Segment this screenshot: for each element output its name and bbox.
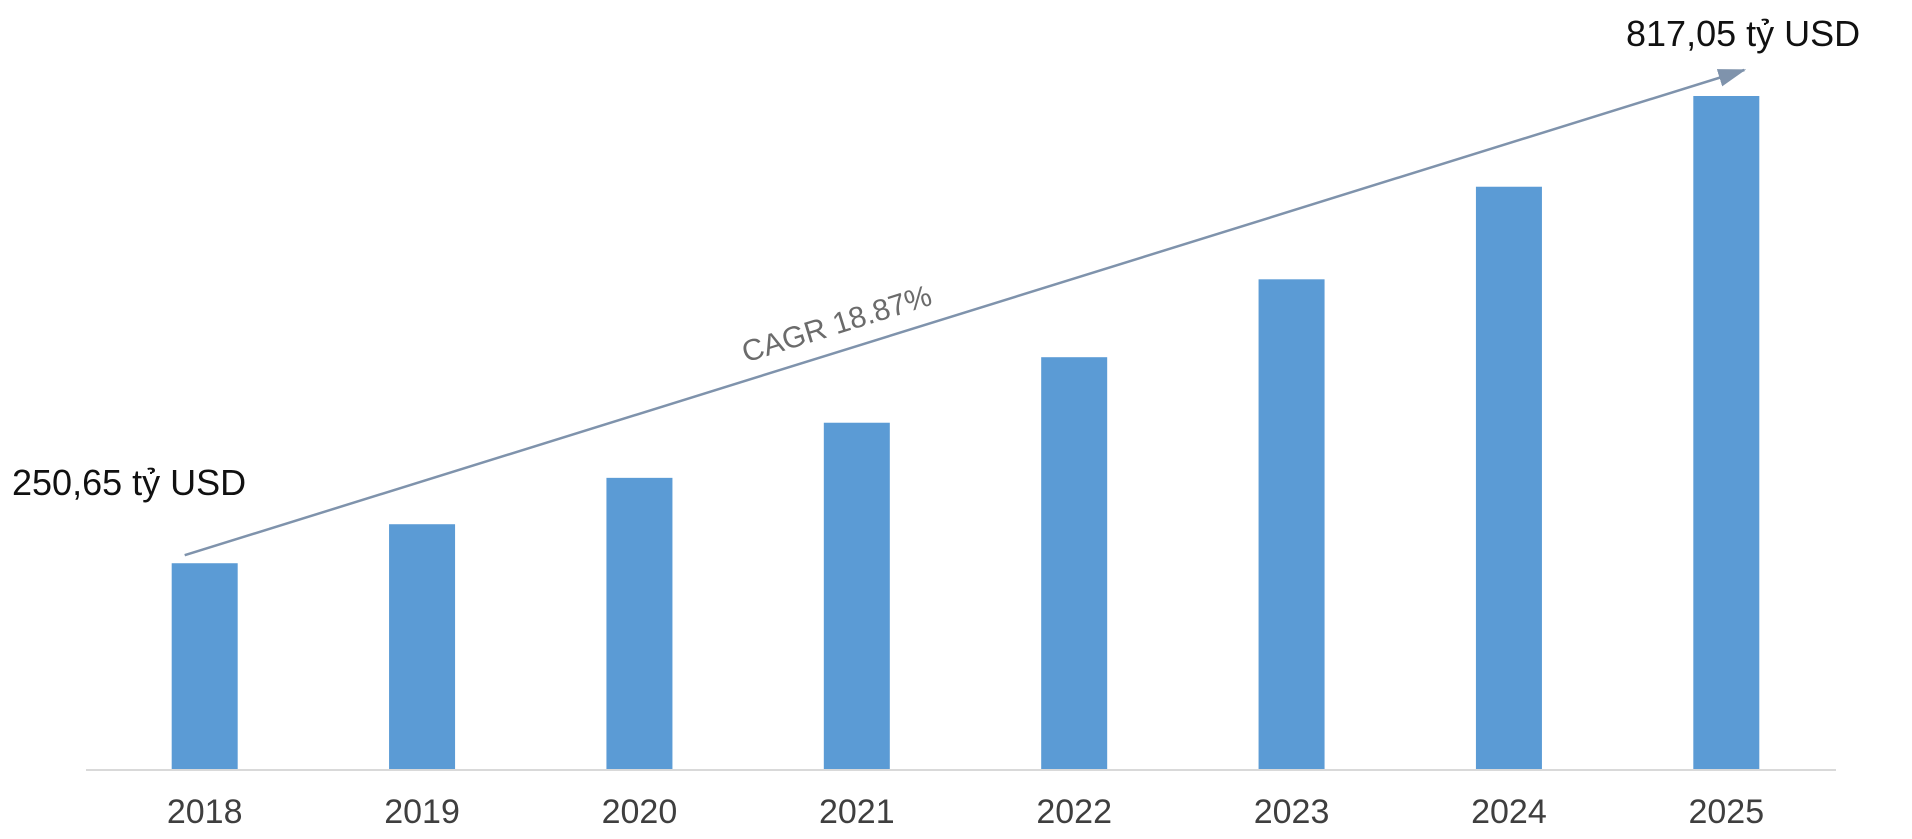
cagr-label: CAGR 18.87%	[738, 279, 936, 369]
x-tick-label-2022: 2022	[1036, 793, 1112, 831]
bar-2025	[1693, 96, 1760, 770]
bar-2023	[1258, 279, 1325, 770]
x-tick-label-2024: 2024	[1471, 793, 1547, 831]
x-tick-label-2020: 2020	[602, 793, 678, 831]
bars-layer	[171, 96, 1760, 770]
start-value-label: 250,65 tỷ USD	[12, 462, 246, 503]
x-tick-label-2025: 2025	[1688, 793, 1764, 831]
bar-2024	[1475, 186, 1542, 770]
x-tick-label-2023: 2023	[1254, 793, 1330, 831]
bar-2019	[389, 524, 456, 770]
x-tick-label-2021: 2021	[819, 793, 895, 831]
bar-2018	[171, 563, 238, 770]
tick-labels-layer: 2018 2019 2020 2021 2022 2023 2024 2025	[167, 793, 1764, 831]
bar-2020	[606, 477, 673, 770]
x-tick-label-2018: 2018	[167, 793, 243, 831]
bar-2021	[823, 422, 890, 770]
cagr-arrow-line	[184, 68, 1747, 557]
x-tick-label-2019: 2019	[384, 793, 460, 831]
bar-2022	[1041, 357, 1108, 770]
end-value-label: 817,05 tỷ USD	[1626, 13, 1860, 54]
